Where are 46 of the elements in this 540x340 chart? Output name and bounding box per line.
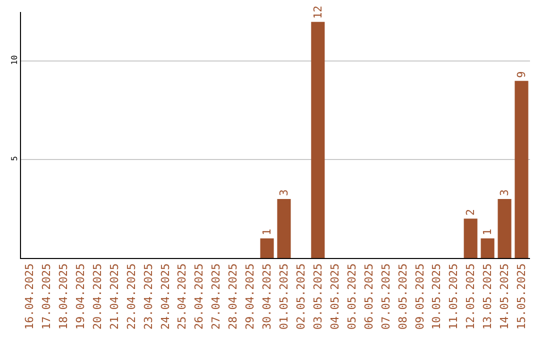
x-tick-label: 05.05.2025 bbox=[345, 263, 358, 330]
x-tick-label: 08.05.2025 bbox=[396, 263, 410, 330]
x-tick-label: 24.04.2025 bbox=[158, 263, 172, 330]
x-tick-label: 01.05.2025 bbox=[278, 263, 291, 330]
x-tick-label: 13.05.2025 bbox=[481, 263, 494, 330]
x-tick-label: 11.05.2025 bbox=[447, 263, 460, 330]
data-label: 1 bbox=[260, 228, 274, 236]
y-tick-label: 5 bbox=[10, 156, 19, 161]
bar bbox=[480, 238, 494, 258]
data-label: 3 bbox=[277, 189, 290, 196]
x-tick-label: 06.05.2025 bbox=[362, 263, 376, 330]
bar bbox=[514, 80, 528, 258]
x-tick-label: 28.04.2025 bbox=[226, 263, 240, 330]
bar bbox=[498, 198, 512, 258]
x-tick-label: 09.05.2025 bbox=[413, 263, 426, 330]
x-tick-label: 25.04.2025 bbox=[176, 263, 189, 330]
y-tick-label: 10 bbox=[10, 55, 19, 65]
x-tick-label: 18.04.2025 bbox=[56, 263, 70, 330]
bar bbox=[311, 22, 325, 258]
x-tick-label: 29.04.2025 bbox=[244, 263, 257, 330]
data-label: 9 bbox=[515, 71, 528, 78]
x-tick-label: 02.05.2025 bbox=[294, 263, 308, 330]
x-tick-label: 04.05.2025 bbox=[328, 263, 342, 330]
x-tick-label: 12.05.2025 bbox=[464, 263, 478, 330]
x-tick-label: 15.05.2025 bbox=[515, 263, 528, 330]
data-label: 2 bbox=[464, 209, 478, 216]
x-tick-label: 27.04.2025 bbox=[210, 263, 223, 330]
x-tick-label: 26.04.2025 bbox=[192, 263, 206, 330]
x-tick-label: 22.04.2025 bbox=[124, 263, 138, 330]
x-tick-label: 14.05.2025 bbox=[498, 263, 512, 330]
bar bbox=[464, 218, 478, 258]
x-tick-label: 19.04.2025 bbox=[74, 263, 87, 330]
x-tick-label: 17.04.2025 bbox=[40, 263, 54, 330]
bar bbox=[277, 198, 291, 258]
x-tick-label: 21.04.2025 bbox=[108, 263, 121, 330]
x-tick-label: 20.04.2025 bbox=[90, 263, 104, 330]
data-label: 12 bbox=[311, 6, 324, 19]
bar bbox=[260, 238, 274, 258]
x-tick-label: 10.05.2025 bbox=[430, 263, 444, 330]
x-tick-label: 03.05.2025 bbox=[311, 263, 324, 330]
x-tick-label: 16.04.2025 bbox=[23, 263, 36, 330]
x-tick-label: 07.05.2025 bbox=[379, 263, 392, 330]
x-tick-label: 30.04.2025 bbox=[260, 263, 274, 330]
data-label: 1 bbox=[481, 228, 494, 236]
x-tick-label: 23.04.2025 bbox=[142, 263, 155, 330]
data-label: 3 bbox=[498, 189, 512, 196]
